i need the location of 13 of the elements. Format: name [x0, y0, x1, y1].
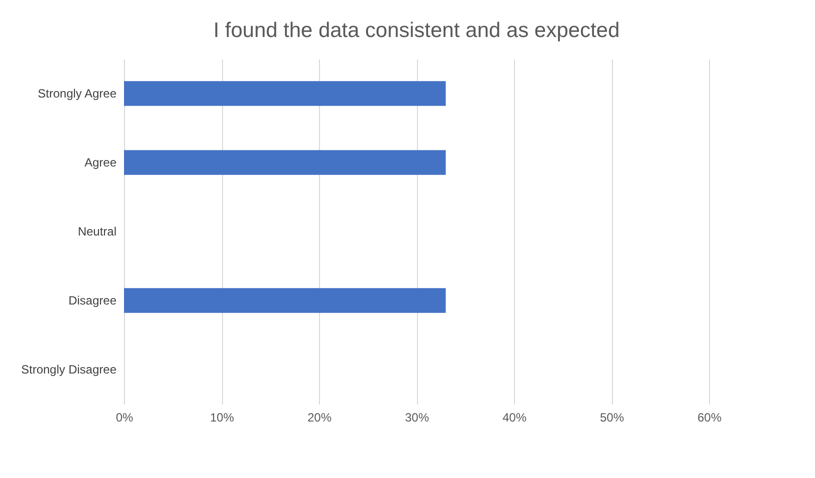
x-tick-label: 0% — [116, 410, 134, 424]
y-tick-label: Strongly Disagree — [21, 362, 117, 376]
x-tick-label: 50% — [600, 410, 624, 424]
y-tick-label: Agree — [84, 156, 117, 170]
x-tick-label: 60% — [697, 410, 722, 424]
x-tick-label: 20% — [307, 410, 332, 424]
x-tick-label: 30% — [404, 410, 430, 424]
chart-title: I found the data consistent and as expected — [213, 19, 620, 42]
y-tick-label: Neutral — [78, 224, 116, 238]
y-tick-label: Strongly Agree — [38, 86, 117, 100]
x-tick-label: 40% — [502, 410, 527, 424]
y-tick-label: Disagree — [68, 294, 117, 308]
x-tick-label: 10% — [210, 410, 234, 424]
